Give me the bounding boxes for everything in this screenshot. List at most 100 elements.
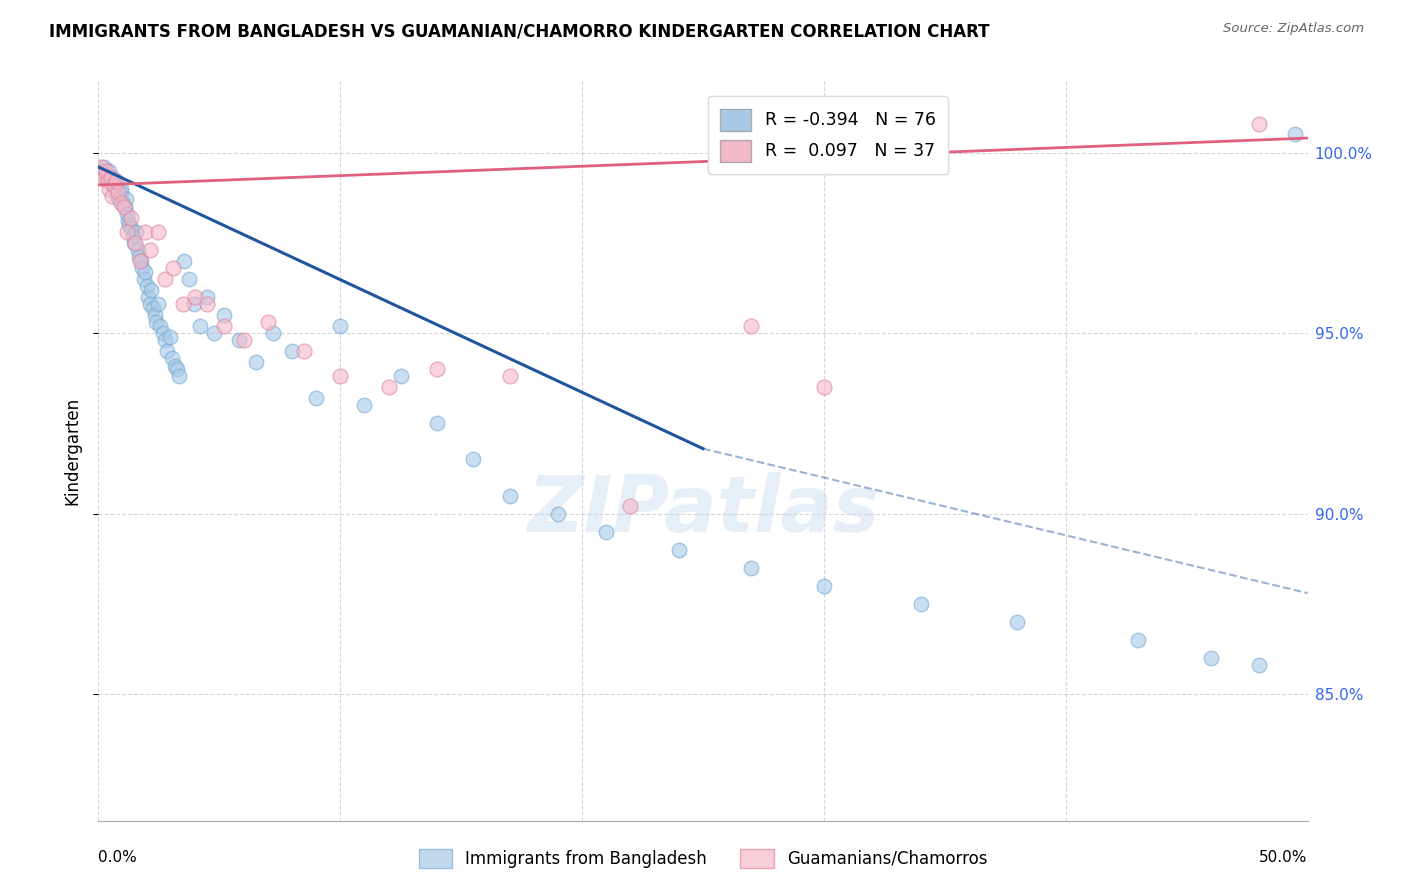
Point (160, 351, 183, 366)
Point (183, 297, 205, 311)
Point (90, 160, 112, 174)
Point (115, 193, 138, 207)
Point (98, 181, 121, 195)
Point (152, 326, 174, 340)
Point (163, 359, 186, 373)
Point (110, 186, 132, 200)
Point (117, 214, 139, 228)
Legend: R = -0.394   N = 76, R =  0.097   N = 37: R = -0.394 N = 76, R = 0.097 N = 37 (707, 96, 948, 174)
Point (124, 235, 146, 250)
Point (120, 211, 142, 225)
Point (547, 507, 569, 521)
Point (813, 380, 835, 394)
Point (104, 181, 127, 195)
Point (121, 228, 143, 243)
Point (204, 326, 226, 340)
Point (169, 369, 191, 384)
Point (1284, 128, 1306, 142)
Point (110, 196, 132, 211)
Point (128, 250, 150, 264)
Point (212, 308, 235, 322)
Point (120, 221, 142, 235)
Point (813, 579, 835, 593)
Point (159, 329, 181, 343)
Point (93, 160, 115, 174)
Point (142, 301, 165, 315)
Point (129, 253, 152, 268)
Point (353, 398, 375, 412)
Point (115, 225, 138, 239)
Point (134, 225, 156, 239)
Point (115, 207, 138, 221)
Point (148, 297, 170, 311)
Point (101, 189, 124, 203)
Point (98, 174, 121, 188)
Point (245, 355, 267, 369)
Point (125, 225, 148, 239)
Point (212, 318, 235, 333)
Point (138, 297, 160, 311)
Point (134, 265, 156, 279)
Point (426, 362, 449, 376)
Point (91, 163, 114, 178)
Point (122, 235, 145, 250)
Point (110, 181, 132, 195)
Point (281, 344, 304, 359)
Point (118, 218, 141, 232)
Text: ZIPatlas: ZIPatlas (527, 472, 879, 548)
Point (463, 452, 485, 467)
Point (256, 315, 278, 329)
Point (93, 170, 115, 185)
Point (329, 369, 352, 384)
Point (195, 290, 218, 304)
Point (96, 163, 118, 178)
Point (1128, 633, 1150, 648)
Point (107, 186, 129, 200)
Point (145, 315, 167, 329)
Point (619, 500, 641, 514)
Point (377, 380, 399, 394)
Point (1249, 658, 1271, 673)
Point (96, 170, 118, 185)
Legend: Immigrants from Bangladesh, Guamanians/Chamorros: Immigrants from Bangladesh, Guamanians/C… (412, 842, 994, 875)
Point (595, 524, 617, 539)
Point (498, 369, 520, 384)
Point (740, 318, 762, 333)
Point (131, 261, 153, 276)
Text: Source: ZipAtlas.com: Source: ZipAtlas.com (1223, 22, 1364, 36)
Point (910, 597, 932, 611)
Point (146, 225, 169, 239)
Point (1199, 651, 1222, 665)
Point (139, 243, 162, 257)
Point (426, 417, 449, 431)
Point (136, 290, 159, 304)
Point (668, 542, 690, 557)
Point (104, 174, 127, 188)
Point (91, 167, 114, 181)
Point (129, 253, 152, 268)
Point (188, 318, 211, 333)
Point (127, 243, 149, 257)
Point (153, 272, 176, 286)
Text: 0.0%: 0.0% (98, 849, 138, 864)
Point (184, 290, 207, 304)
Point (94, 167, 117, 181)
Point (305, 391, 328, 405)
Point (105, 189, 128, 203)
Point (114, 200, 136, 214)
Point (97, 163, 120, 178)
Point (1007, 615, 1029, 629)
Point (103, 178, 125, 192)
Point (162, 261, 184, 276)
Point (179, 272, 201, 286)
Point (104, 178, 127, 192)
Text: 50.0%: 50.0% (1260, 849, 1308, 864)
Text: IMMIGRANTS FROM BANGLADESH VS GUAMANIAN/CHAMORRO KINDERGARTEN CORRELATION CHART: IMMIGRANTS FROM BANGLADESH VS GUAMANIAN/… (49, 22, 990, 40)
Point (108, 193, 131, 207)
Point (97, 174, 120, 188)
Y-axis label: Kindergarten: Kindergarten (63, 396, 82, 505)
Point (228, 334, 250, 348)
Point (143, 308, 166, 322)
Point (389, 369, 412, 384)
Point (172, 297, 194, 311)
